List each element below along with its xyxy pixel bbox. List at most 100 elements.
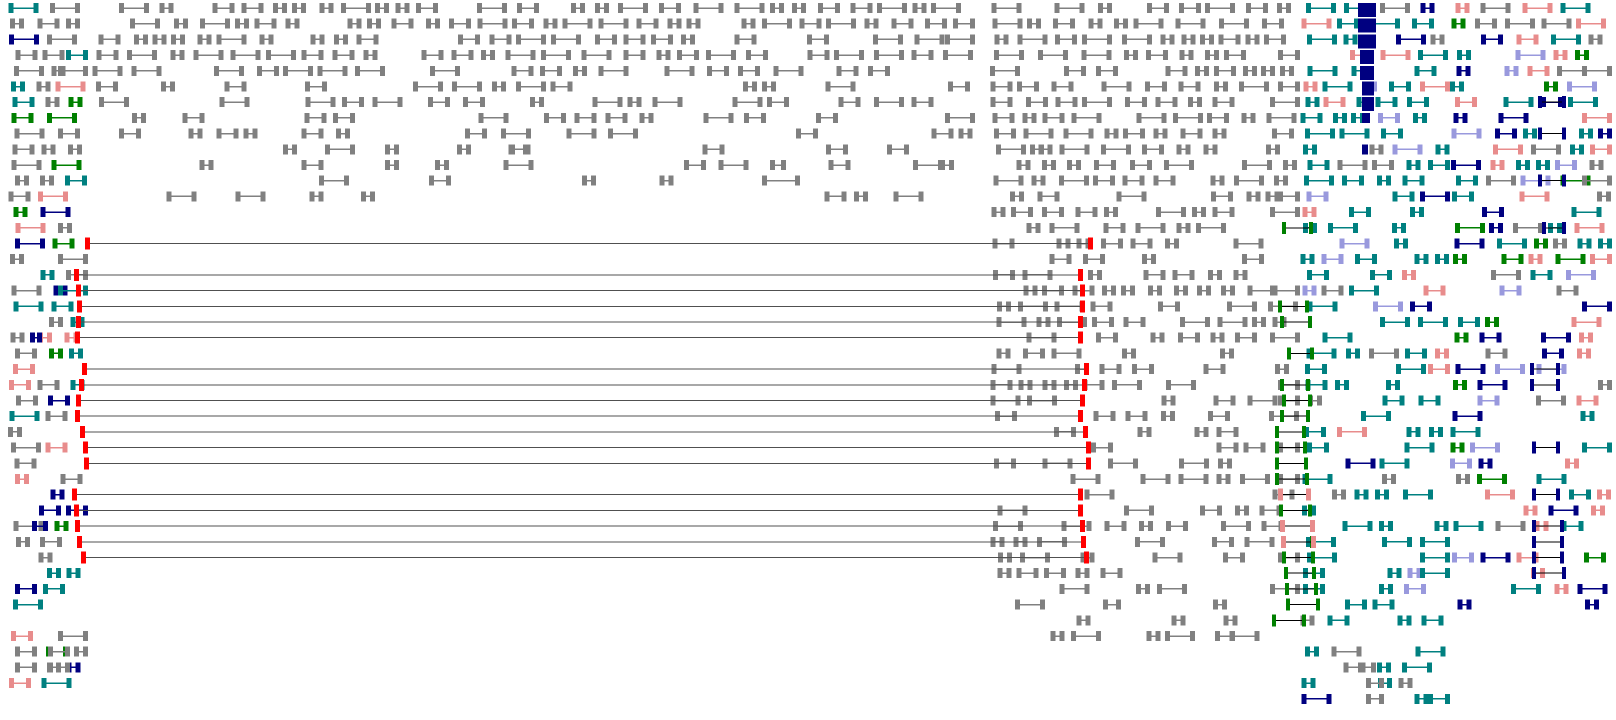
read-left-center-left-cap <box>948 81 954 92</box>
junction-right-anchor-16 <box>1081 535 1086 548</box>
read-left-center-left-cap <box>516 34 521 45</box>
green-junction-left-6 <box>1280 410 1284 423</box>
read-right-gray-left-cap <box>1166 379 1172 390</box>
read-far-right-left-cap <box>1453 521 1459 532</box>
read-right-gray <box>1266 112 1297 123</box>
read-right-gray-right-cap <box>1051 160 1057 170</box>
read-left-center-left-cap <box>582 175 588 186</box>
read-right-gray-left-cap <box>991 3 997 13</box>
read-right-gray-right-cap <box>1251 301 1257 312</box>
read-left-center-right-cap <box>180 34 186 45</box>
read-right-gray-right-cap <box>1295 81 1300 92</box>
read-right-gray-right-cap <box>1169 34 1175 45</box>
read-right-gray-left-cap <box>1164 631 1170 641</box>
read-far-right <box>1454 222 1485 233</box>
read-right-gray-left-cap <box>1122 348 1127 359</box>
read-left-center-right-cap <box>967 50 973 61</box>
read-right-gray-right-cap <box>1224 112 1230 123</box>
read-left-center-right-cap <box>942 18 948 29</box>
read-far-right <box>1566 269 1597 280</box>
read-right-gray-left-cap <box>1055 97 1061 108</box>
read-left-center-right-cap <box>433 3 439 13</box>
read-right-gray-right-cap <box>1228 191 1233 202</box>
read-left-center-left-cap <box>651 34 657 45</box>
read-left-center <box>197 34 212 45</box>
read-right-teal <box>1386 379 1400 390</box>
read-right-gray-left-cap <box>1101 81 1107 92</box>
read-far-right-left-cap <box>1499 285 1505 296</box>
read-left-center-right-cap <box>528 65 534 76</box>
read-left-center-right-cap <box>899 50 904 61</box>
read-right-teal <box>1377 175 1392 186</box>
read-right-gray <box>1179 458 1210 469</box>
read-right-gray-right-cap <box>1063 50 1068 61</box>
read-right-teal <box>1379 521 1394 532</box>
read-right-teal <box>1304 364 1327 375</box>
read-far-right <box>1541 18 1572 29</box>
read-left-center-right-cap <box>633 128 639 139</box>
read-left-center-left-cap <box>285 18 291 29</box>
read-right-gray-left-cap <box>1223 552 1229 563</box>
read-left-center-right-cap <box>567 81 573 92</box>
read-far-right-right-cap <box>1573 458 1579 469</box>
read-right-teal <box>1378 583 1393 594</box>
read-far-right-left-cap <box>1553 50 1559 61</box>
read-far-right <box>1588 34 1603 45</box>
read-right-gray-right-cap <box>1200 18 1206 29</box>
read-right-teal-right-cap <box>1322 379 1328 390</box>
read-left-edge-right-cap <box>75 3 81 13</box>
read-left-edge-right-cap <box>24 536 30 547</box>
pink-junction-right-0 <box>1306 488 1311 501</box>
read-far-right-left-cap <box>1457 317 1463 327</box>
read-left-center <box>639 112 654 123</box>
read-right-teal <box>1328 222 1359 233</box>
read-right-teal-left-cap <box>1350 50 1356 61</box>
read-right-gray-right-cap <box>1201 207 1207 218</box>
read-left-center-left-cap <box>95 81 101 92</box>
read-left-center <box>427 97 450 108</box>
read-left-center-left-cap <box>310 34 316 45</box>
read-left-center <box>133 34 148 45</box>
read-far-right-right-cap <box>1544 191 1550 202</box>
coverage-block-2 <box>1358 34 1376 49</box>
read-right-teal-right-cap <box>1371 254 1377 265</box>
read-fixed-14 <box>510 144 528 155</box>
read-left-center-right-cap <box>113 50 119 61</box>
read-left-center-right-cap <box>142 34 148 45</box>
read-left-center-right-cap <box>918 191 924 202</box>
navy-pair-right-10 <box>1560 551 1564 564</box>
read-right-gray <box>1015 599 1046 610</box>
read-left-center-left-cap <box>511 65 517 76</box>
read-left-center-left-cap <box>516 3 522 13</box>
read-right-gray-left-cap <box>1133 18 1139 29</box>
read-right-gray-right-cap <box>1060 568 1066 579</box>
read-far-right-right-cap <box>1562 50 1568 61</box>
read-right-gray-right-cap <box>1162 128 1168 139</box>
read-right-gray <box>1270 285 1300 296</box>
read-far-right-right-cap <box>1592 81 1598 92</box>
read-left-edge-right-cap <box>83 646 88 657</box>
read-left-edge <box>15 536 30 547</box>
read-far-right-left-cap <box>1452 254 1458 265</box>
read-right-gray-right-cap <box>1165 474 1171 484</box>
read-right-teal <box>1369 269 1392 280</box>
read-left-edge <box>11 160 42 170</box>
read-right-gray <box>1059 583 1090 594</box>
read-left-edge-left-cap <box>38 191 43 202</box>
read-right-teal <box>1393 238 1408 249</box>
read-right-gray-left-cap <box>1245 34 1251 45</box>
read-far-right <box>1590 505 1605 516</box>
read-left-center <box>891 18 914 29</box>
read-left-center-left-cap <box>877 3 883 13</box>
read-left-center-left-cap <box>193 50 199 61</box>
read-right-teal <box>1402 489 1433 500</box>
read-left-edge <box>45 411 68 422</box>
read-right-gray-left-cap <box>1259 505 1265 516</box>
read-far-right-left-cap <box>1530 269 1536 280</box>
read-right-gray <box>1238 81 1269 92</box>
read-right-gray <box>1223 615 1238 626</box>
read-right-teal <box>1337 160 1368 170</box>
read-far-right-left-cap <box>1582 442 1587 453</box>
read-right-gray-left-cap <box>1216 474 1222 484</box>
read-right-gray-right-cap <box>1082 317 1088 327</box>
